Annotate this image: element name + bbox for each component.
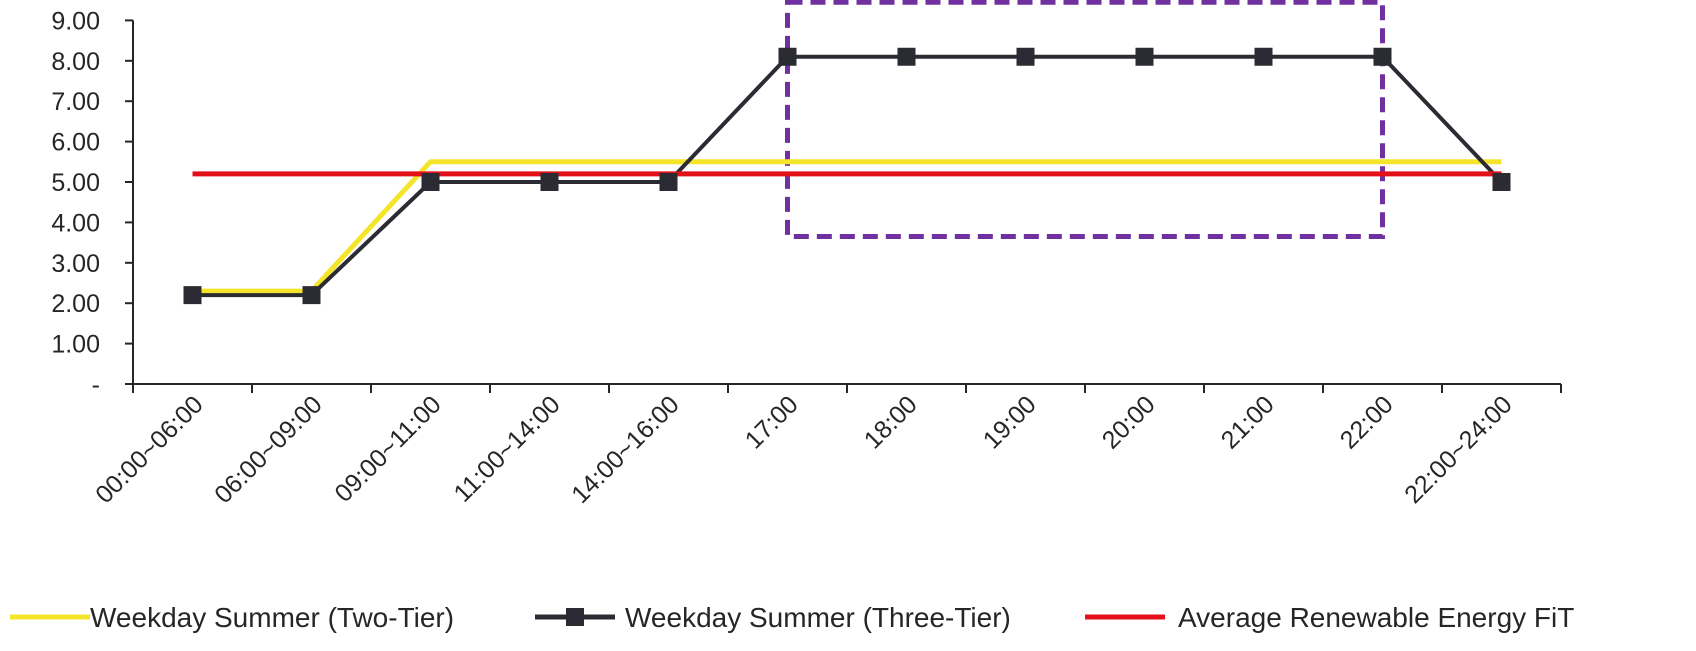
y-tick-label: 1.00 (51, 331, 100, 359)
x-tick-label: 18:00 (859, 390, 923, 454)
series-marker (183, 286, 202, 305)
y-tick-label: 7.00 (51, 88, 100, 116)
y-tick-label: - (92, 371, 100, 399)
x-tick-label: 17:00 (740, 390, 804, 454)
y-tick-label: 4.00 (51, 209, 100, 237)
axes-layer: - 1.00 2.00 3.00 4.00 5.00 6.00 7.00 8.00 9.00 00:… (51, 7, 1562, 509)
highlight-dashed-box (785, 0, 1385, 240)
series-marker (778, 47, 797, 66)
series-line (192, 54, 1503, 298)
series-marker (1135, 47, 1154, 66)
x-tick-label: 09:00~11:00 (329, 390, 446, 507)
y-tick-label: 5.00 (51, 169, 100, 197)
series-marker (1492, 173, 1511, 191)
x-tick-label: 14:00~16:00 (566, 390, 685, 509)
series-marker (302, 286, 321, 305)
series-line (192, 159, 1502, 294)
legend-label: Weekday Summer (Three-Tier) (625, 602, 1011, 633)
x-tick-label: 20:00 (1097, 390, 1161, 454)
x-tick-label: 06:00~09:00 (209, 390, 328, 509)
x-tick-label: 22:00 (1335, 390, 1399, 454)
legend-marker (566, 608, 584, 626)
series-marker (1016, 47, 1035, 66)
series-marker (540, 173, 559, 191)
x-tick-label: 19:00 (978, 390, 1042, 454)
x-tick-label: 22:00~24:00 (1399, 390, 1518, 509)
y-tick-label: 9.00 (51, 7, 100, 35)
y-tick-label: 3.00 (51, 250, 100, 278)
legend: Weekday Summer (Two-Tier) Weekday Summer … (10, 602, 1574, 633)
series-marker (1254, 47, 1273, 66)
series-marker (421, 173, 440, 191)
y-tick-label: 6.00 (51, 129, 100, 157)
legend-label: Average Renewable Energy FiT (1178, 602, 1574, 633)
annotations-layer (785, 0, 1385, 240)
series-marker (897, 47, 916, 66)
x-tick-label: 21:00 (1216, 390, 1280, 454)
x-tick-label: 00:00~06:00 (90, 390, 209, 509)
y-tick-label: 8.00 (51, 48, 100, 76)
series-marker (1373, 47, 1392, 66)
y-tick-label: 2.00 (51, 290, 100, 318)
x-tick-label: 11:00~14:00 (448, 390, 565, 507)
series-marker (659, 173, 678, 191)
legend-label: Weekday Summer (Two-Tier) (90, 602, 454, 633)
series-layer (183, 47, 1511, 305)
